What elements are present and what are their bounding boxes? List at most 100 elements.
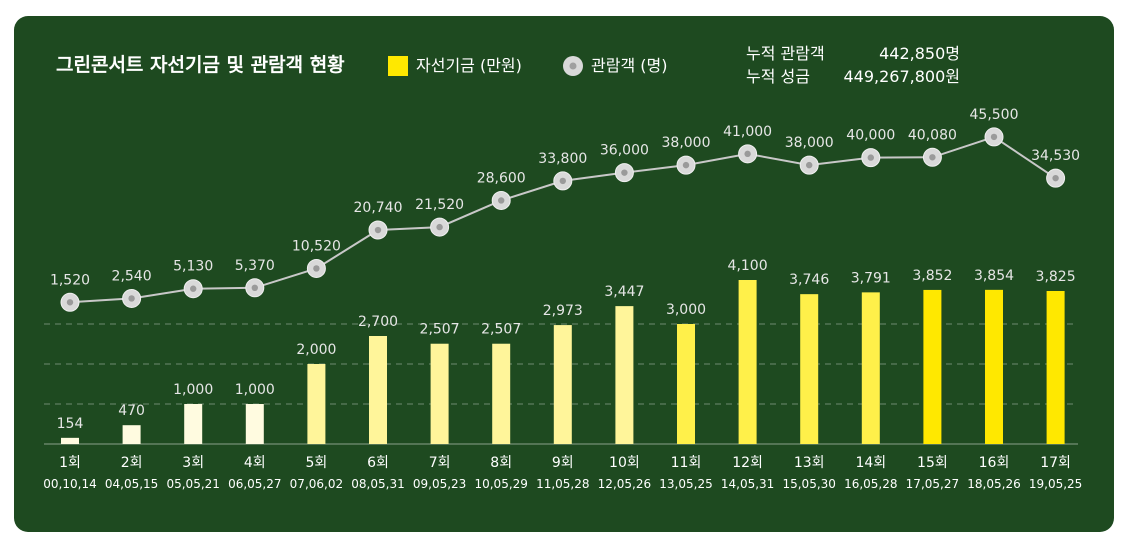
fund-value-label: 2,507 — [481, 322, 521, 338]
audience-marker-center — [806, 161, 813, 169]
round-label: 17회 — [1040, 455, 1071, 471]
fund-value-label: 4,100 — [728, 258, 768, 274]
date-label: 08,05,31 — [351, 477, 404, 491]
fund-bar — [307, 364, 326, 444]
round-label: 14회 — [855, 455, 886, 471]
audience-value-label: 40,000 — [846, 128, 895, 144]
fund-bar — [615, 306, 634, 444]
audience-value-label: 45,500 — [970, 107, 1019, 123]
date-label: 19,05,25 — [1029, 477, 1082, 491]
date-label: 16,05,28 — [844, 477, 897, 491]
round-label: 12회 — [732, 455, 763, 471]
fund-value-label: 1,000 — [235, 382, 275, 398]
fund-bar — [923, 289, 942, 444]
round-label: 13회 — [794, 455, 825, 471]
fund-value-label: 2,507 — [420, 322, 460, 338]
fund-value-label: 3,852 — [912, 268, 952, 284]
date-label: 12,05,26 — [598, 477, 651, 491]
date-label: 09,05,23 — [413, 477, 466, 491]
legend-fund-swatch — [388, 56, 408, 76]
chart-title: 그린콘서트 자선기금 및 관람객 현황 — [56, 53, 345, 76]
date-label: 15,05,30 — [782, 477, 835, 491]
audience-marker-center — [374, 226, 382, 234]
audience-value-label: 5,370 — [235, 258, 275, 274]
round-label: 2회 — [121, 455, 143, 471]
audience-line — [60, 127, 1066, 312]
fund-bar — [553, 325, 572, 444]
audience-value-label: 40,080 — [908, 127, 957, 143]
data-labels: 154 470 1,000 1,000 2,000 2,700 2,507 2,507 2,97… — [50, 107, 1080, 432]
fund-bar — [245, 404, 264, 444]
round-label: 4회 — [244, 455, 266, 471]
fund-bar — [122, 425, 141, 444]
audience-value-label: 34,530 — [1031, 148, 1080, 164]
fund-bar — [985, 289, 1003, 444]
legend-fund-label: 자선기금 (만원) — [416, 56, 522, 75]
round-label: 9회 — [552, 455, 574, 471]
audience-marker-center — [190, 285, 197, 292]
fund-bar — [1046, 291, 1065, 444]
fund-value-label: 3,000 — [666, 302, 706, 318]
audience-value-label: 5,130 — [173, 259, 213, 275]
audience-value-label: 38,000 — [785, 135, 834, 151]
fund-bar — [430, 343, 449, 444]
date-label: 13,05,25 — [659, 477, 712, 491]
audience-value-label: 38,000 — [662, 135, 711, 151]
date-label: 00,10,14 — [43, 477, 96, 491]
audience-value-label: 10,520 — [292, 238, 341, 254]
round-label: 10회 — [609, 455, 640, 471]
cumulative-audience-value: 442,850명 — [879, 44, 960, 63]
audience-value-label: 1,520 — [50, 272, 90, 288]
fund-value-label: 2,000 — [296, 342, 336, 358]
audience-value-label: 36,000 — [600, 143, 649, 159]
x-axis: 1회 00,10,14 2회 04,05,15 3회 05,05,21 4회 06,05,27… — [43, 455, 1082, 491]
audience-marker-center — [1052, 174, 1059, 182]
audience-marker-center — [990, 133, 998, 141]
fund-value-label: 3,447 — [604, 284, 644, 300]
fund-value-label: 3,825 — [1036, 269, 1076, 285]
legend-audience-label: 관람객 (명) — [591, 56, 667, 75]
cumulative-fund-label: 누적 성금 — [746, 67, 810, 86]
fund-bar — [61, 437, 79, 444]
audience-value-label: 41,000 — [723, 124, 772, 140]
fund-value-label: 2,973 — [543, 303, 583, 319]
fund-value-label: 3,791 — [851, 270, 891, 286]
fund-value-label: 470 — [118, 403, 145, 419]
round-label: 3회 — [182, 455, 204, 471]
fund-bar — [184, 404, 203, 444]
fund-bar — [861, 292, 880, 444]
fund-value-label: 1,000 — [173, 382, 213, 398]
date-label: 04,05,15 — [105, 477, 158, 491]
date-label: 05,05,21 — [166, 477, 219, 491]
audience-marker-center — [128, 295, 135, 302]
legend-audience-marker — [563, 56, 583, 76]
date-label: 10,05,29 — [474, 477, 527, 491]
round-label: 6회 — [367, 455, 389, 471]
round-label: 1회 — [59, 455, 81, 471]
fund-bar — [369, 336, 387, 444]
date-label: 18,05,26 — [967, 477, 1020, 491]
audience-marker-center — [744, 150, 751, 158]
audience-value-label: 33,800 — [538, 151, 587, 167]
audience-marker-center — [436, 223, 443, 231]
audience-marker-center — [498, 197, 505, 204]
chart-card: 그린콘서트 자선기금 및 관람객 현황 자선기금 (만원) 관람객 (명) 누적… — [14, 16, 1114, 532]
date-label: 17,05,27 — [906, 477, 959, 491]
audience-value-label: 20,740 — [354, 200, 403, 216]
audience-marker-center — [559, 177, 566, 185]
round-label: 8회 — [490, 455, 512, 471]
fund-value-label: 2,700 — [358, 314, 398, 330]
fund-value-label: 3,854 — [974, 268, 1014, 284]
fund-value-label: 3,746 — [789, 272, 829, 288]
date-label: 11,05,28 — [536, 477, 589, 491]
cumulative-fund-value: 449,267,800원 — [843, 67, 960, 86]
fund-bar — [492, 343, 511, 444]
cumulative-audience-label: 누적 관람객 — [746, 44, 825, 63]
date-label: 07,06,02 — [290, 477, 343, 491]
audience-value-label: 28,600 — [477, 170, 526, 186]
audience-value-label: 21,520 — [415, 197, 464, 213]
round-label: 15회 — [917, 455, 948, 471]
fund-value-label: 154 — [57, 416, 84, 432]
audience-value-label: 2,540 — [112, 268, 152, 284]
date-label: 06,05,27 — [228, 477, 281, 491]
